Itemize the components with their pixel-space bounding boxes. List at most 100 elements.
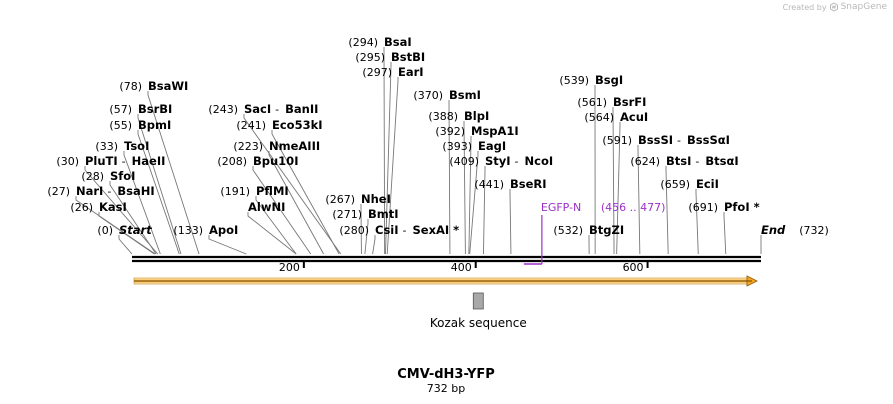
site-name-bsssi[interactable]: BssSI (638, 133, 673, 147)
site-pos-end[interactable]: (732) (799, 224, 829, 237)
site-name-nhei[interactable]: NheI (361, 192, 391, 206)
site-name-bsawi[interactable]: BsaWI (148, 79, 188, 93)
site-pos-sfoi[interactable]: (28) (81, 170, 104, 183)
site-pos-nhei[interactable]: (267) (325, 193, 355, 206)
site-name-bpmi[interactable]: BpmI (138, 118, 171, 132)
site-pos-bpu10i[interactable]: (208) (217, 155, 247, 168)
site-name-eari[interactable]: EarI (398, 65, 424, 79)
site-name-apoi[interactable]: ApoI (209, 223, 238, 237)
site-dash: - (275, 103, 279, 116)
site-name-bseri[interactable]: BseRI (510, 177, 547, 191)
site-name-bmti[interactable]: BmtI (368, 207, 399, 221)
site-name-bstbi[interactable]: BstBI (391, 50, 425, 64)
site-name-alwni[interactable]: AlwNI (248, 200, 285, 214)
site-name-end[interactable]: End (761, 223, 786, 237)
site-name-eagi[interactable]: EagI (478, 139, 506, 153)
site-name-ecii[interactable]: EciI (696, 177, 719, 191)
site-pos-csii[interactable]: (280) (339, 224, 369, 237)
site-name-pflmi[interactable]: PflMI (256, 184, 289, 198)
site-pos-apoi[interactable]: (133) (173, 224, 203, 237)
site-line-bsmi (448, 100, 451, 255)
site-pos-eagi[interactable]: (393) (442, 140, 472, 153)
site-name-btsi[interactable]: BtsI (666, 154, 691, 168)
site-pos-btgzi[interactable]: (532) (553, 224, 583, 237)
site-pos-start[interactable]: (0) (97, 224, 113, 237)
site-name-nari[interactable]: NarI (76, 184, 103, 198)
site-name-bsgi[interactable]: BsgI (595, 73, 623, 87)
site-name2-styi[interactable]: NcoI (525, 154, 554, 168)
site-pos-acui[interactable]: (564) (584, 111, 614, 124)
site-pos-blpi[interactable]: (388) (428, 110, 458, 123)
site-pos-bsrbi[interactable]: (57) (109, 103, 132, 116)
site-pos-kasi[interactable]: (26) (70, 201, 93, 214)
site-dash: - (122, 155, 126, 168)
site-pos-eari[interactable]: (297) (362, 66, 392, 79)
tick-label: 600 (623, 261, 644, 274)
site-name-sfoi[interactable]: SfoI (110, 169, 135, 183)
kozak-feature[interactable]: Kozak sequence (430, 292, 527, 330)
site-pos-bpmi[interactable]: (55) (109, 119, 132, 132)
site-pos-bmti[interactable]: (271) (332, 208, 362, 221)
site-name-pfoi[interactable]: PfoI * (724, 200, 760, 214)
site-pos-eco53ki[interactable]: (241) (236, 119, 266, 132)
site-name-bsai[interactable]: BsaI (384, 35, 412, 49)
credit-text: Created by (782, 2, 827, 12)
site-pos-btsi[interactable]: (624) (630, 155, 660, 168)
site-pos-tsoi[interactable]: (33) (95, 140, 118, 153)
site-line-ecii (695, 189, 699, 255)
site-pos-bsawi[interactable]: (78) (119, 80, 142, 93)
site-name-eco53ki[interactable]: Eco53kI (272, 118, 323, 132)
site-name-pluti[interactable]: PluTI (85, 154, 118, 168)
site-name-kasi[interactable]: KasI (99, 200, 127, 214)
site-line-nari (75, 196, 156, 255)
site-name-csii[interactable]: CsiI (375, 223, 399, 237)
site-name2-pluti[interactable]: HaeII (132, 154, 166, 168)
site-name-bsrbi[interactable]: BsrBI (138, 102, 172, 116)
site-line-btsi (665, 166, 669, 255)
site-line-eco53ki (271, 130, 340, 255)
site-pos-mspa1i[interactable]: (392) (435, 125, 465, 138)
site-name2-csii[interactable]: SexAI * (413, 223, 460, 237)
site-name2-nari[interactable]: BsaHI (117, 184, 154, 198)
site-name-styi[interactable]: StyI (485, 154, 511, 168)
site-pos-bsai[interactable]: (294) (348, 36, 378, 49)
site-pos-styi[interactable]: (409) (449, 155, 479, 168)
site-name-saci[interactable]: SacI (244, 102, 271, 116)
site-name-acui[interactable]: AcuI (620, 110, 648, 124)
egfp-n-feature[interactable]: EGFP-N (456 .. 477) (523, 201, 666, 265)
site-name-bsmi[interactable]: BsmI (449, 88, 481, 102)
site-line-bsssi (637, 145, 641, 255)
site-name-tsoi[interactable]: TsoI (124, 139, 149, 153)
site-pos-bsrfi[interactable]: (561) (577, 96, 607, 109)
orf-arrow[interactable] (133, 275, 758, 287)
site-pos-saci[interactable]: (243) (208, 103, 238, 116)
site-name2-bsssi[interactable]: BssSαI (687, 133, 730, 147)
site-pos-bsmi[interactable]: (370) (413, 89, 443, 102)
egfp-n-label: EGFP-N (541, 201, 581, 214)
site-name-nmeaiii[interactable]: NmeAIII (269, 139, 320, 153)
site-pos-pflmi[interactable]: (191) (220, 185, 250, 198)
site-line-bsrfi (612, 107, 615, 255)
site-name-mspa1i[interactable]: MspA1I (471, 124, 519, 138)
site-pos-bsssi[interactable]: (591) (602, 134, 632, 147)
site-pos-ecii[interactable]: (659) (660, 178, 690, 191)
site-name-bpu10i[interactable]: Bpu10I (253, 154, 298, 168)
site-line-bsawi (147, 91, 200, 255)
site-line-bpmi (137, 130, 180, 255)
site-line-bpu10i (252, 166, 312, 255)
site-name-blpi[interactable]: BlpI (464, 109, 489, 123)
site-pos-pfoi[interactable]: (691) (688, 201, 718, 214)
site-name-btgzi[interactable]: BtgZI (589, 223, 624, 237)
site-line-alwni (247, 212, 297, 255)
site-pos-bstbi[interactable]: (295) (355, 51, 385, 64)
site-pos-bsgi[interactable]: (539) (559, 74, 589, 87)
site-pos-bseri[interactable]: (441) (474, 178, 504, 191)
site-pos-pluti[interactable]: (30) (56, 155, 79, 168)
site-name2-btsi[interactable]: BtsαI (705, 154, 738, 168)
site-pos-nari[interactable]: (27) (47, 185, 70, 198)
site-pos-nmeaiii[interactable]: (223) (233, 140, 263, 153)
site-name-bsrfi[interactable]: BsrFI (613, 95, 646, 109)
site-name-start[interactable]: Start (119, 223, 152, 237)
site-name2-saci[interactable]: BanII (285, 102, 318, 116)
tick-label: 200 (279, 261, 300, 274)
